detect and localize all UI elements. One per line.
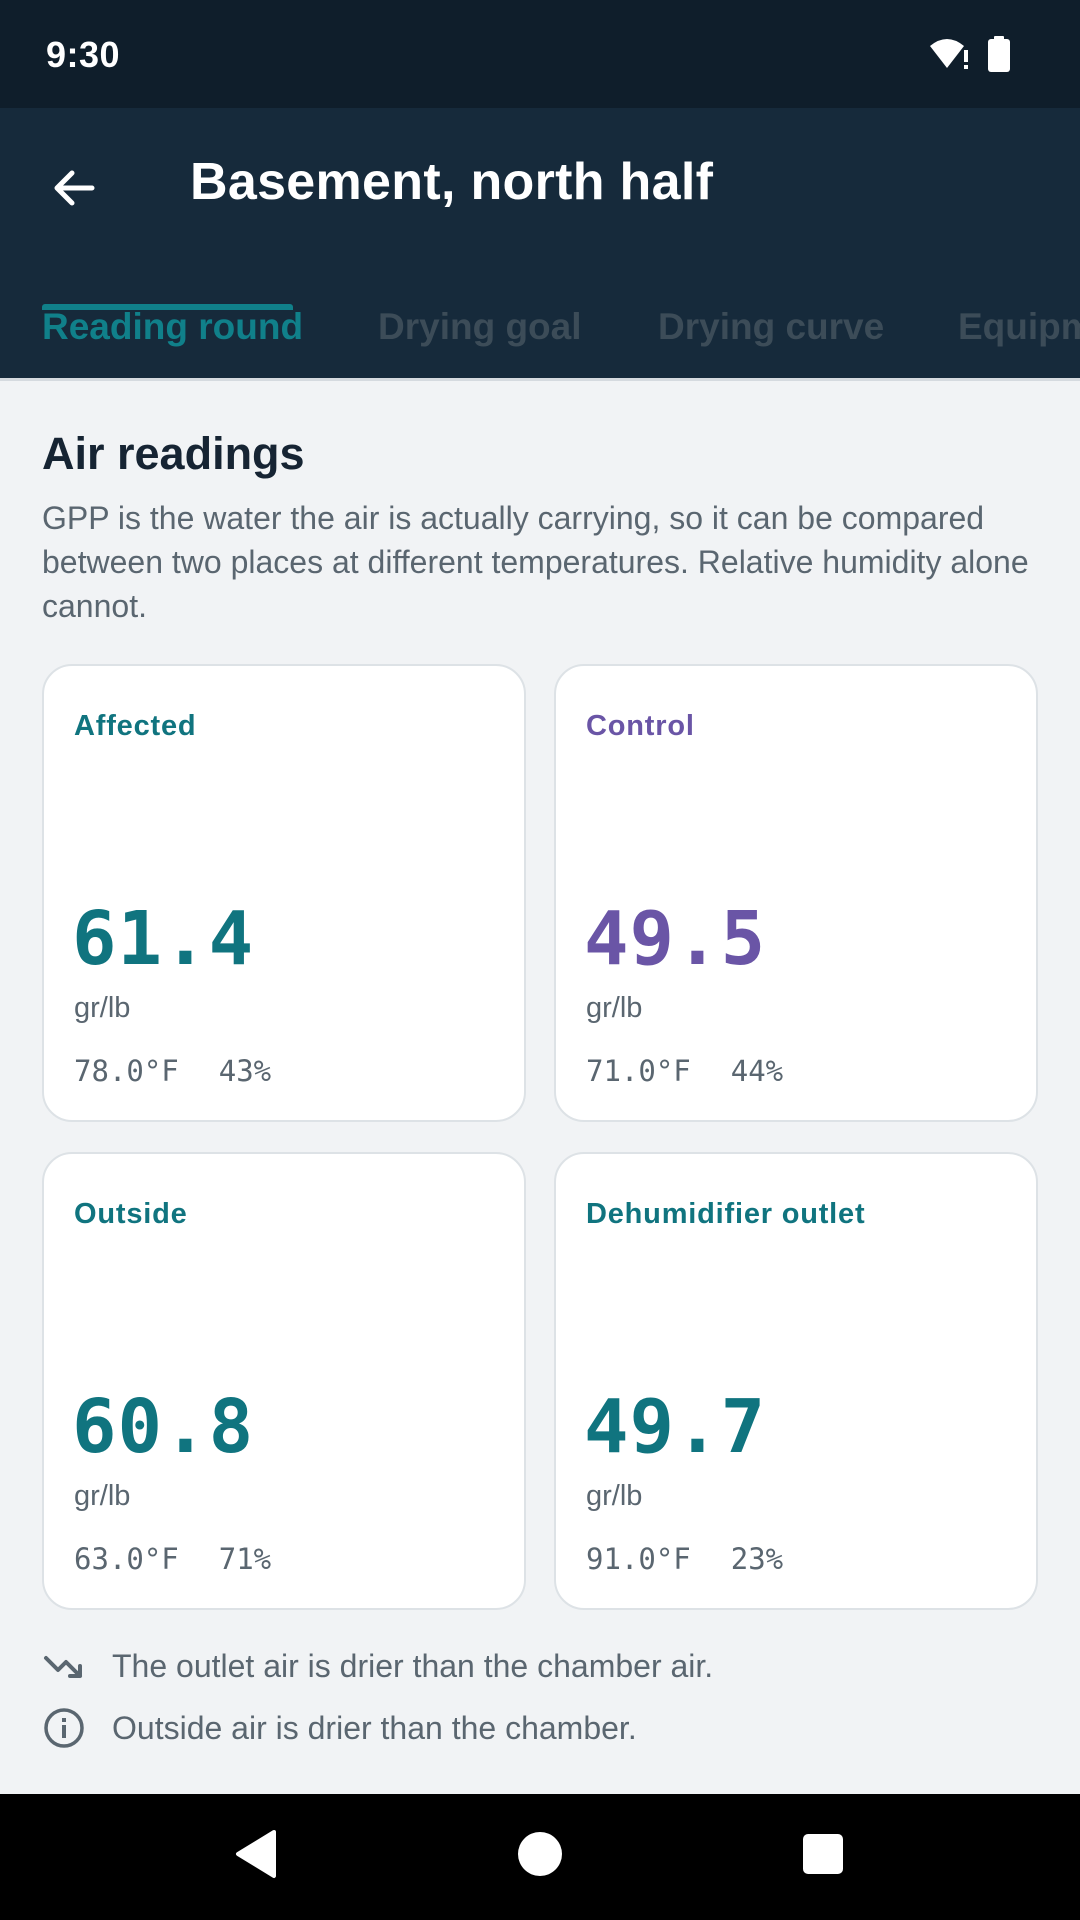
note-text: The outlet air is drier than the chamber… xyxy=(112,1647,714,1684)
tab-indicator xyxy=(42,304,293,310)
card-meta: 78.0°F 43% xyxy=(74,1054,271,1088)
tab-drying-curve[interactable]: Drying curve xyxy=(658,306,885,347)
status-icons xyxy=(928,36,1010,77)
card-label: Control xyxy=(586,710,695,742)
card-meta: 71.0°F 44% xyxy=(586,1054,783,1088)
divider xyxy=(0,378,1080,381)
tab-equipment[interactable]: Equipment xyxy=(958,306,1080,347)
temperature-value: 91.0°F xyxy=(586,1542,691,1576)
note-outlet-drier: The outlet air is drier than the chamber… xyxy=(42,1644,713,1688)
gpp-unit: gr/lb xyxy=(586,992,643,1024)
arrow-left-icon xyxy=(50,164,98,217)
tab-drying-goal[interactable]: Drying goal xyxy=(378,306,582,347)
temperature-value: 63.0°F xyxy=(74,1542,179,1576)
reading-card-control[interactable]: Control 49.5 gr/lb 71.0°F 44% xyxy=(554,664,1038,1122)
reading-card-outside[interactable]: Outside 60.8 gr/lb 63.0°F 71% xyxy=(42,1152,526,1610)
nav-home-button[interactable] xyxy=(510,1826,570,1886)
gpp-unit: gr/lb xyxy=(586,1480,643,1512)
back-button[interactable] xyxy=(36,152,112,228)
card-meta: 63.0°F 71% xyxy=(74,1542,271,1576)
status-time: 9:30 xyxy=(46,34,121,75)
wifi-alert-icon xyxy=(928,36,970,77)
gpp-value: 49.5 xyxy=(584,896,767,982)
gpp-value: 61.4 xyxy=(72,896,255,982)
humidity-value: 43% xyxy=(218,1054,272,1088)
reading-card-affected[interactable]: Affected 61.4 gr/lb 78.0°F 43% xyxy=(42,664,526,1122)
system-nav-bar xyxy=(0,1794,1080,1920)
tab-reading-round[interactable]: Reading round xyxy=(42,306,304,347)
home-circle-icon xyxy=(516,1830,564,1883)
note-text: Outside air is drier than the chamber. xyxy=(112,1709,637,1746)
gpp-unit: gr/lb xyxy=(74,992,131,1024)
nav-recents-button[interactable] xyxy=(793,1826,853,1886)
back-triangle-icon xyxy=(232,1828,280,1885)
status-bar: 9:30 xyxy=(0,0,1080,108)
tab-bar: Reading round Drying goal Drying curve E… xyxy=(0,286,1080,380)
humidity-value: 23% xyxy=(730,1542,784,1576)
card-label: Affected xyxy=(74,710,197,742)
reading-card-dehumidifier-outlet[interactable]: Dehumidifier outlet 49.7 gr/lb 91.0°F 23… xyxy=(554,1152,1038,1610)
temperature-value: 78.0°F xyxy=(74,1054,179,1088)
note-outside-drier: Outside air is drier than the chamber. xyxy=(42,1706,637,1750)
info-icon xyxy=(42,1706,86,1750)
humidity-value: 71% xyxy=(218,1542,272,1576)
app-bar: Basement, north half Reading round Dryin… xyxy=(0,108,1080,380)
trending-down-icon xyxy=(42,1644,86,1688)
recents-square-icon xyxy=(801,1832,845,1881)
card-label: Outside xyxy=(74,1198,188,1230)
gpp-value: 49.7 xyxy=(584,1384,767,1470)
card-label: Dehumidifier outlet xyxy=(586,1198,866,1230)
card-meta: 91.0°F 23% xyxy=(586,1542,783,1576)
section-description: GPP is the water the air is actually car… xyxy=(42,500,1029,624)
temperature-value: 71.0°F xyxy=(586,1054,691,1088)
page-title: Basement, north half xyxy=(190,153,714,211)
battery-icon xyxy=(988,36,1010,77)
humidity-value: 44% xyxy=(730,1054,784,1088)
gpp-value: 60.8 xyxy=(72,1384,255,1470)
gpp-unit: gr/lb xyxy=(74,1480,131,1512)
section-title: Air readings xyxy=(42,428,305,479)
nav-back-button[interactable] xyxy=(226,1826,286,1886)
